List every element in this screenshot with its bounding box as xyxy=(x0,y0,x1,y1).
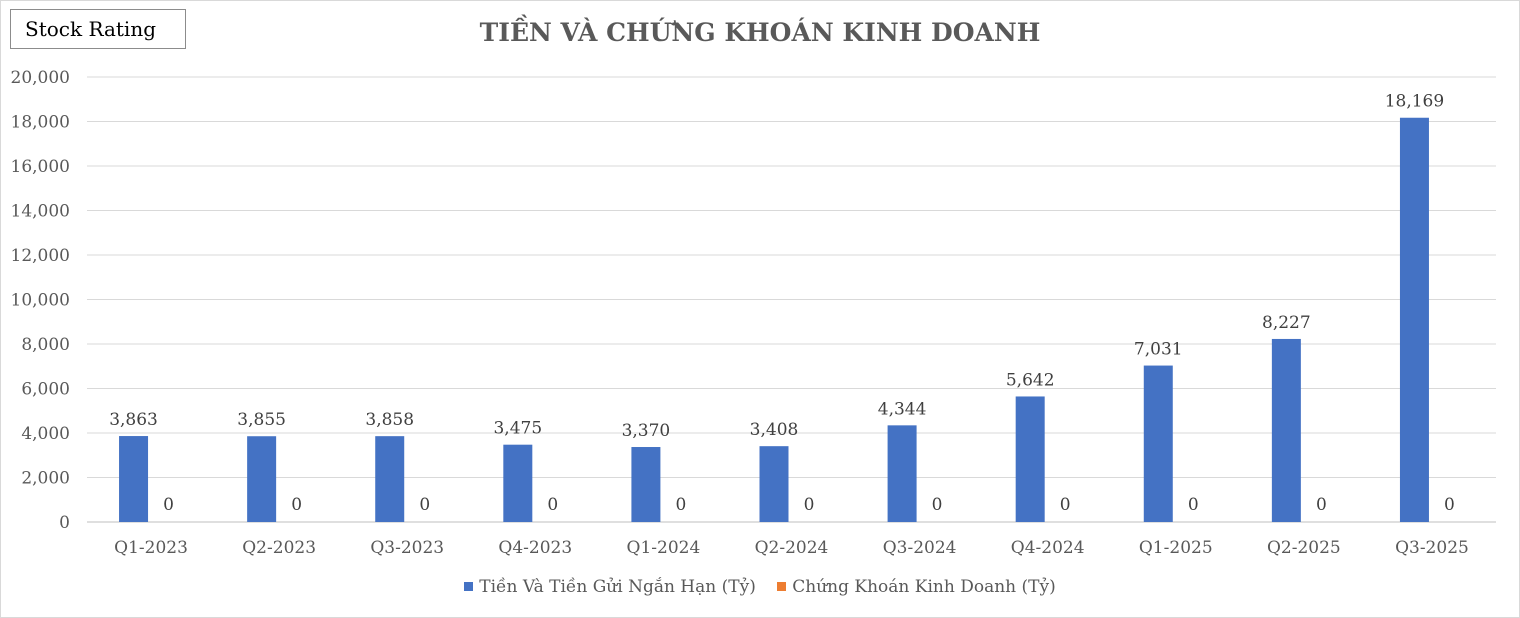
bar-cash xyxy=(1271,338,1301,522)
bar-cash xyxy=(759,446,789,522)
x-tick-label: Q2-2023 xyxy=(242,538,316,558)
y-tick-label: 18,000 xyxy=(11,113,70,133)
legend-swatch-securities xyxy=(777,582,787,591)
data-label-securities: 0 xyxy=(1060,495,1071,515)
data-label-cash: 3,408 xyxy=(750,420,799,440)
data-label-cash: 4,344 xyxy=(878,399,927,419)
x-tick-label: Q3-2023 xyxy=(370,538,444,558)
data-label-securities: 0 xyxy=(419,495,430,515)
legend: Tiền Và Tiền Gửi Ngắn Hạn (Tỷ) Chứng Kho… xyxy=(0,577,1520,597)
data-label-securities: 0 xyxy=(675,495,686,515)
data-label-securities: 0 xyxy=(1316,495,1327,515)
data-label-cash: 3,370 xyxy=(622,421,671,441)
data-label-securities: 0 xyxy=(163,495,174,515)
x-tick-label: Q1-2025 xyxy=(1139,538,1213,558)
legend-label-cash: Tiền Và Tiền Gửi Ngắn Hạn (Tỷ) xyxy=(479,577,756,597)
y-tick-label: 20,000 xyxy=(11,68,70,88)
y-tick-label: 6,000 xyxy=(21,380,70,400)
bar-cash xyxy=(631,447,661,522)
bar-cash xyxy=(1143,365,1173,522)
legend-label-securities: Chứng Khoán Kinh Doanh (Tỷ) xyxy=(792,577,1056,597)
data-label-securities: 0 xyxy=(547,495,558,515)
y-tick-label: 10,000 xyxy=(11,291,70,311)
x-tick-label: Q3-2024 xyxy=(883,538,957,558)
x-tick-label: Q3-2025 xyxy=(1395,538,1469,558)
x-tick-label: Q4-2023 xyxy=(498,538,572,558)
data-label-cash: 3,858 xyxy=(365,410,414,430)
y-tick-label: 16,000 xyxy=(11,157,70,177)
bar-cash xyxy=(887,425,917,522)
data-label-cash: 8,227 xyxy=(1262,313,1311,333)
y-tick-label: 12,000 xyxy=(11,246,70,266)
data-label-securities: 0 xyxy=(804,495,815,515)
x-tick-label: Q2-2024 xyxy=(755,538,829,558)
data-label-cash: 3,855 xyxy=(237,410,286,430)
legend-item-cash: Tiền Và Tiền Gửi Ngắn Hạn (Tỷ) xyxy=(464,577,756,597)
data-label-securities: 0 xyxy=(1188,495,1199,515)
bar-cash xyxy=(375,436,405,522)
x-tick-label: Q1-2023 xyxy=(114,538,188,558)
chart-title: TIỀN VÀ CHỨNG KHOÁN KINH DOANH xyxy=(479,18,1041,47)
data-label-securities: 0 xyxy=(932,495,943,515)
bar-cash xyxy=(119,436,149,522)
y-tick-label: 0 xyxy=(59,513,70,533)
data-label-cash: 3,863 xyxy=(109,410,158,430)
bar-cash xyxy=(247,436,277,522)
x-tick-label: Q1-2024 xyxy=(627,538,701,558)
legend-swatch-cash xyxy=(464,582,474,591)
legend-item-securities: Chứng Khoán Kinh Doanh (Tỷ) xyxy=(777,577,1056,597)
y-tick-label: 2,000 xyxy=(21,469,70,489)
data-label-cash: 3,475 xyxy=(493,419,542,439)
bar-cash xyxy=(1015,396,1045,522)
bar-cash xyxy=(1399,117,1429,523)
data-label-securities: 0 xyxy=(1444,495,1455,515)
data-label-securities: 0 xyxy=(291,495,302,515)
y-tick-label: 4,000 xyxy=(21,424,70,444)
y-tick-label: 14,000 xyxy=(11,202,70,222)
data-label-cash: 18,169 xyxy=(1385,92,1444,112)
x-tick-label: Q4-2024 xyxy=(1011,538,1085,558)
stock-rating-badge: Stock Rating xyxy=(10,9,186,49)
x-tick-label: Q2-2025 xyxy=(1267,538,1341,558)
data-label-cash: 5,642 xyxy=(1006,370,1055,390)
y-tick-label: 8,000 xyxy=(21,335,70,355)
data-label-cash: 7,031 xyxy=(1134,340,1183,360)
bar-cash xyxy=(503,444,533,522)
